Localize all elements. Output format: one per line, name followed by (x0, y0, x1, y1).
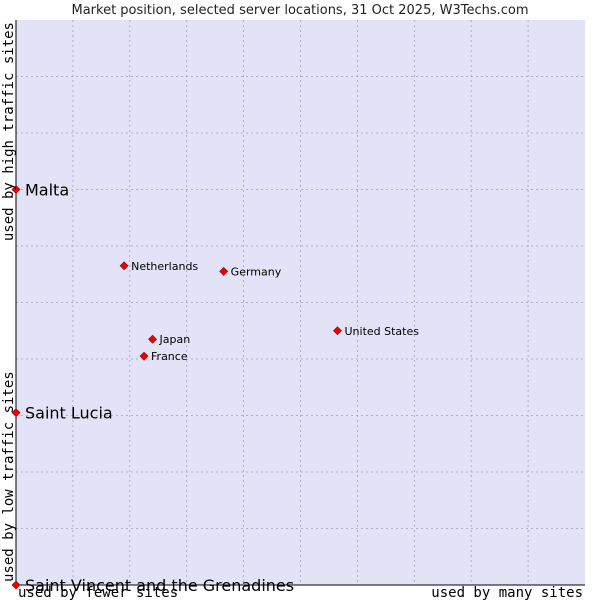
data-points: Malta Saint Lucia Saint Vincent and the Gr… (11, 181, 419, 595)
x-axis-label-left: used by fewer sites (18, 585, 178, 600)
point-label-saint-vincent-and-the-grenadines: Saint Vincent and the Grenadines (25, 576, 294, 595)
x-axis-label-right: used by many sites (431, 585, 583, 600)
point-label-france: France (151, 350, 188, 363)
point-label-malta: Malta (25, 181, 69, 200)
point-label-united-states: United States (344, 325, 419, 338)
point-label-japan: Japan (159, 333, 191, 346)
point-france (139, 351, 149, 361)
point-saint-lucia (11, 408, 21, 418)
y-axis-label-bottom: used by low traffic sites (1, 371, 17, 582)
point-saint-vincent-and-the-grenadines (11, 580, 21, 590)
point-netherlands (119, 261, 129, 271)
point-label-netherlands: Netherlands (131, 260, 198, 273)
grid-lines (16, 20, 585, 585)
point-label-saint-lucia: Saint Lucia (25, 404, 113, 423)
point-japan (148, 334, 157, 344)
point-germany (219, 267, 229, 276)
point-united-states (333, 326, 342, 336)
chart-title: Market position, selected server locatio… (71, 3, 528, 18)
point-malta (11, 185, 21, 194)
y-axis-label-top: used by high traffic sites (1, 22, 17, 241)
point-label-germany: Germany (231, 265, 282, 278)
